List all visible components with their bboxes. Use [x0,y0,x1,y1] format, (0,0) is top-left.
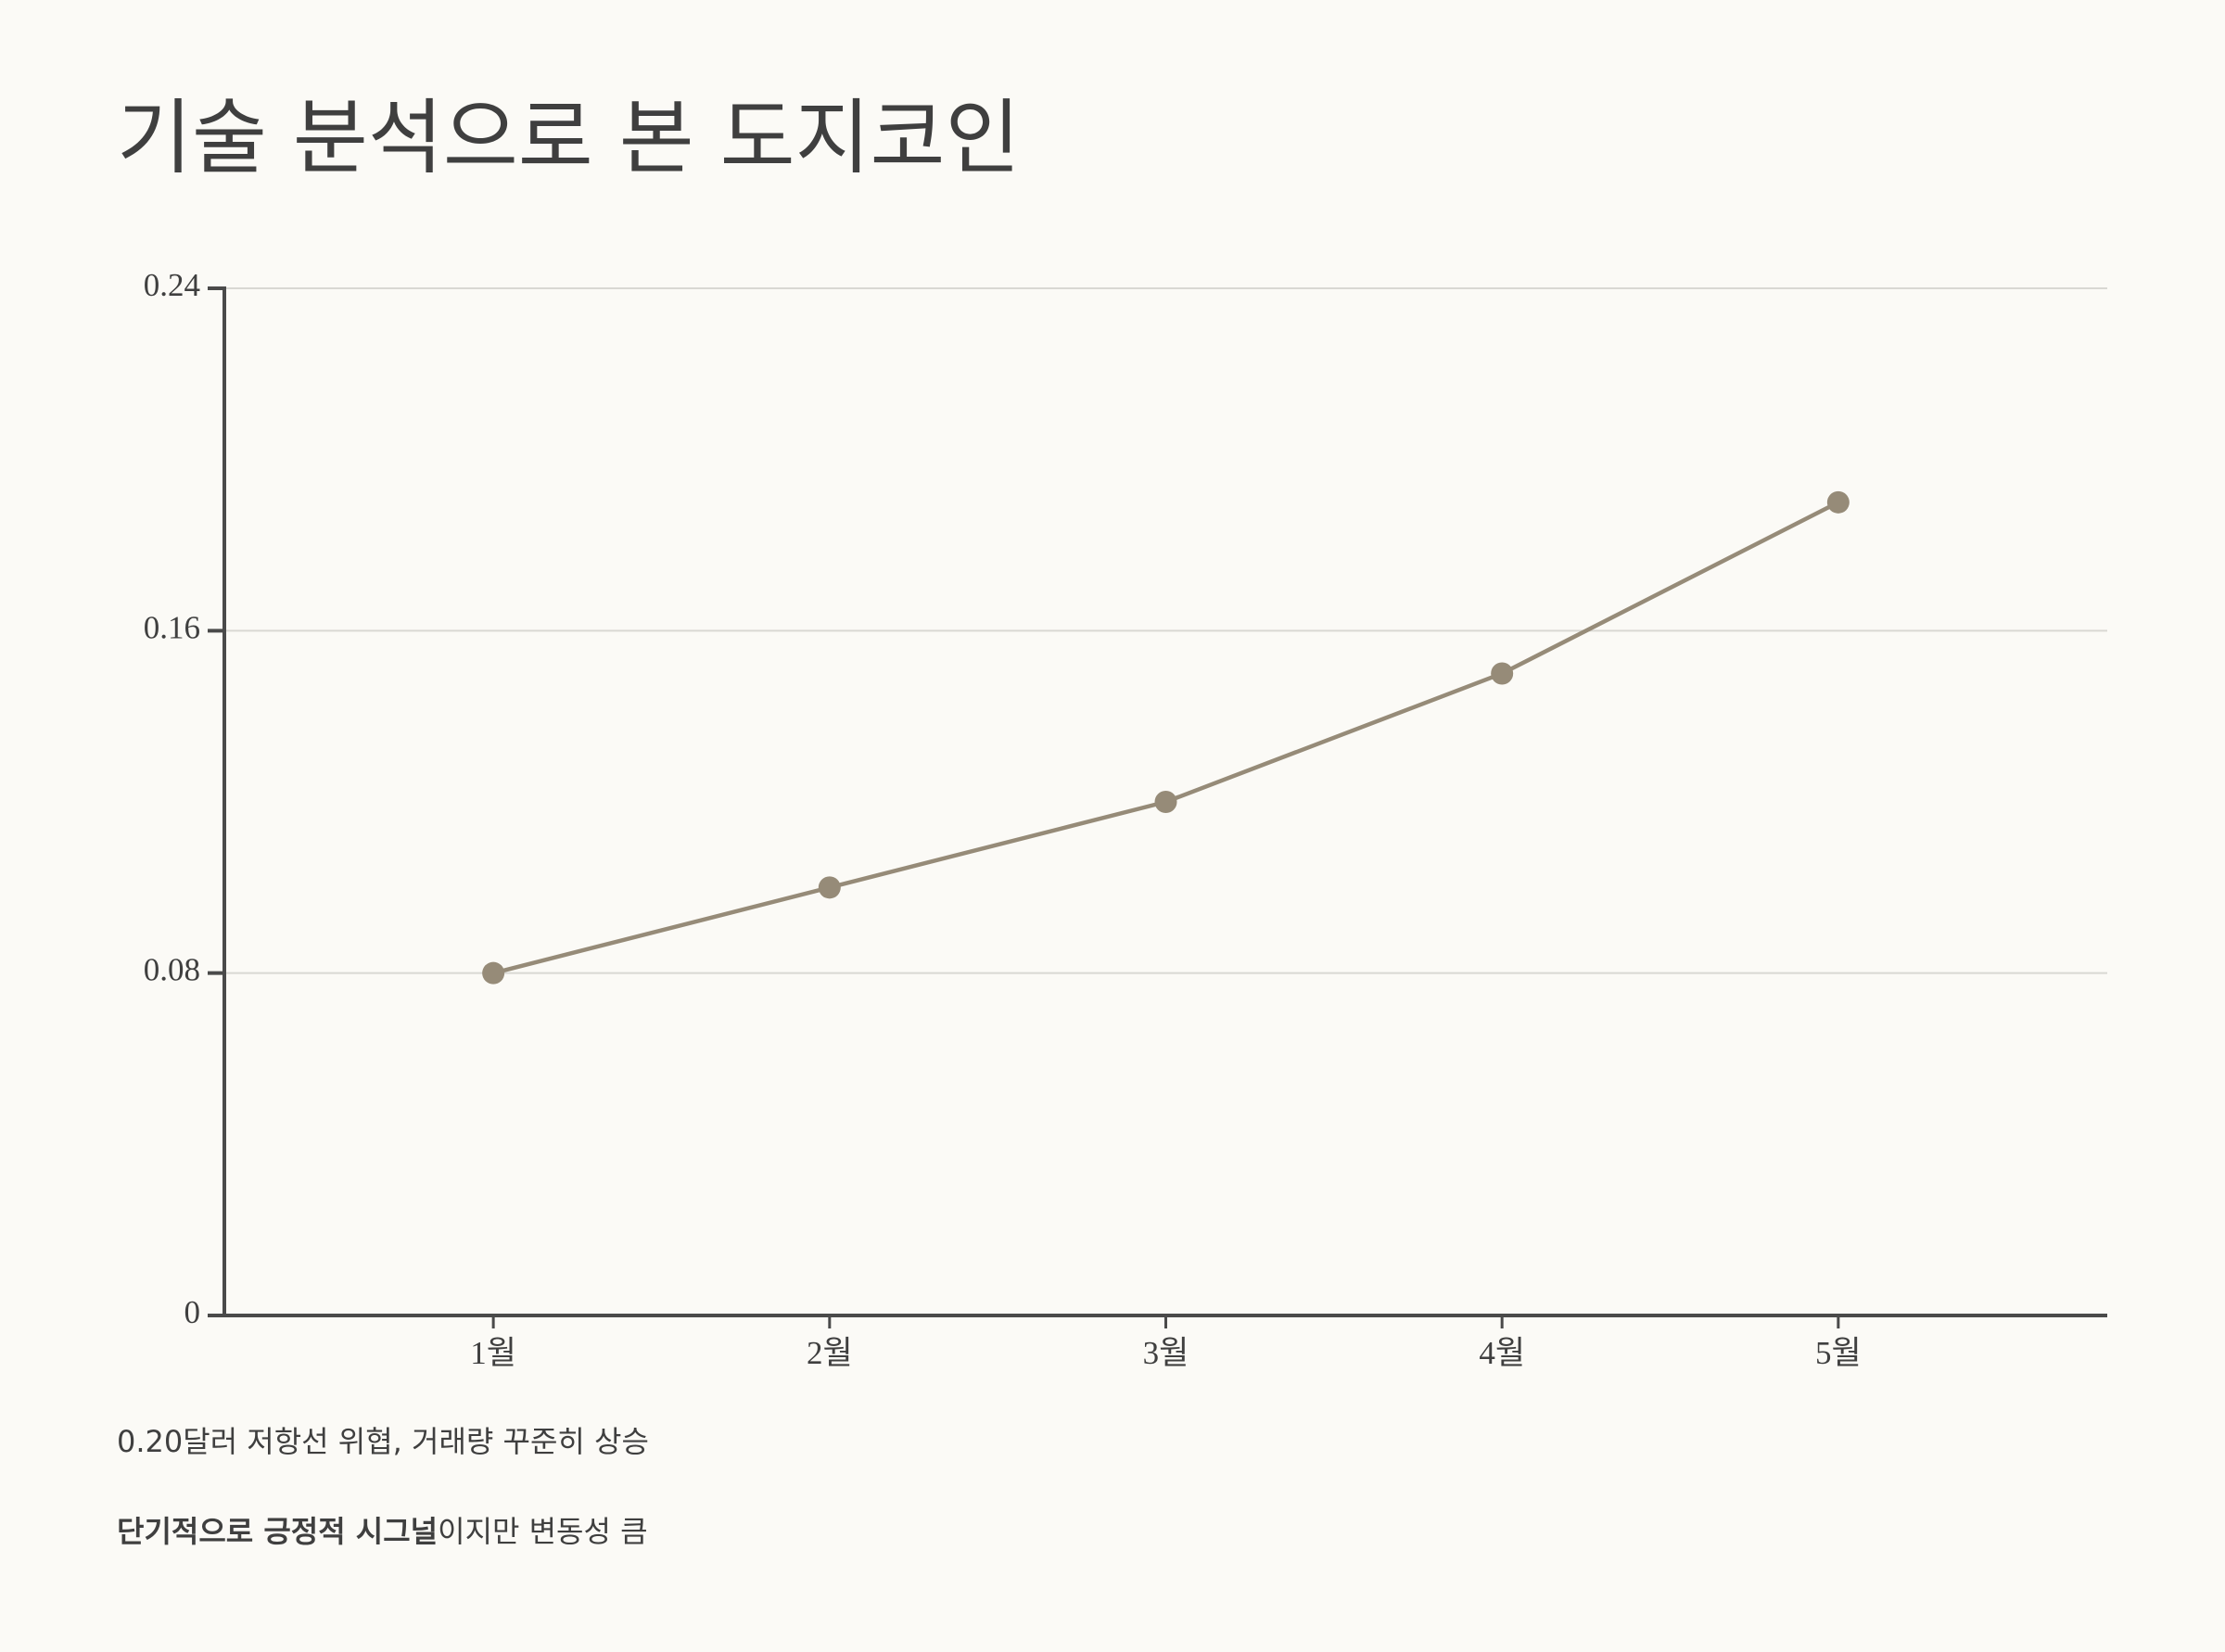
y-tick-label: 0 [184,1294,201,1330]
annotation: 단기적으로 긍정적 시그널이지만 변동성 큼 [117,1514,648,1549]
data-point [818,876,841,899]
x-tick-label: 5월 [1815,1335,1862,1371]
data-point [1491,662,1514,685]
x-tick-label: 1월 [470,1335,516,1371]
data-point [482,961,505,985]
x-tick-label: 4월 [1479,1335,1525,1371]
y-tick-label: 0.08 [144,952,200,988]
y-tick-label: 0.24 [144,267,200,303]
x-tick-label: 3월 [1143,1335,1189,1371]
annotation-bold: 단기적으로 긍정적 시그널 [117,1514,438,1549]
data-point [1826,490,1850,514]
chart-title: 기술 분석으로 본 도지코인 [117,90,1020,185]
annotation: 0.20달러 저항선 위협, 거래량 꾸준히 상승 [117,1424,649,1459]
series-line [492,500,1839,975]
y-tick-label: 0.16 [144,609,200,645]
data-point [1154,791,1177,813]
x-tick-label: 2월 [807,1335,853,1371]
annotation-rest: 이지만 변동성 큼 [438,1514,647,1549]
